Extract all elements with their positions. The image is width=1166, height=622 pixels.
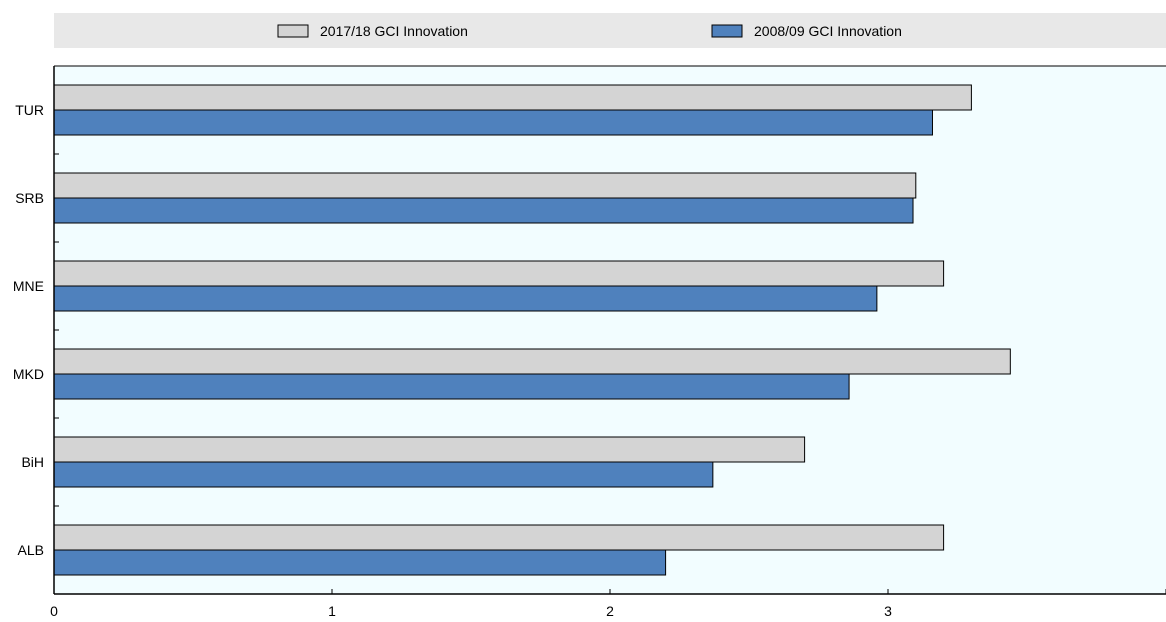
- bar-alb-series-1: [53, 524, 945, 551]
- x-tick-label: 2: [606, 603, 614, 619]
- plot-area: [54, 66, 1166, 594]
- legend: 2017/18 GCI Innovation 2008/09 GCI Innova…: [277, 23, 902, 39]
- bar-bih-series-2: [53, 461, 714, 488]
- legend-label-series-2: 2008/09 GCI Innovation: [754, 23, 902, 39]
- x-tick-label: 3: [884, 603, 892, 619]
- bar-alb-series-2: [53, 549, 667, 576]
- category-label: SRB: [15, 190, 44, 206]
- bar-srb-series-2: [53, 197, 914, 224]
- bars-group: [53, 84, 1011, 576]
- legend-background: [54, 13, 1166, 48]
- bar-mne-series-1: [53, 260, 945, 287]
- legend-swatch-series-1: [277, 24, 309, 38]
- category-labels: TUR SRB MNE MKD BiH ALB: [13, 102, 59, 558]
- bar-tur-series-2: [53, 109, 933, 136]
- bar-mne-series-2: [53, 285, 878, 312]
- bar-mkd-series-1: [53, 348, 1011, 375]
- bar-bih-series-1: [53, 436, 806, 463]
- category-label: TUR: [15, 102, 44, 118]
- legend-swatch-series-2: [711, 24, 743, 38]
- bar-mkd-series-2: [53, 373, 850, 400]
- category-label: BiH: [21, 454, 44, 470]
- legend-label-series-1: 2017/18 GCI Innovation: [320, 23, 468, 39]
- category-label: MKD: [13, 366, 44, 382]
- category-label: MNE: [13, 278, 44, 294]
- bar-tur-series-1: [53, 84, 972, 111]
- x-tick-label: 1: [328, 603, 336, 619]
- bar-srb-series-1: [53, 172, 917, 199]
- category-label: ALB: [18, 542, 44, 558]
- x-tick-label: 0: [50, 603, 58, 619]
